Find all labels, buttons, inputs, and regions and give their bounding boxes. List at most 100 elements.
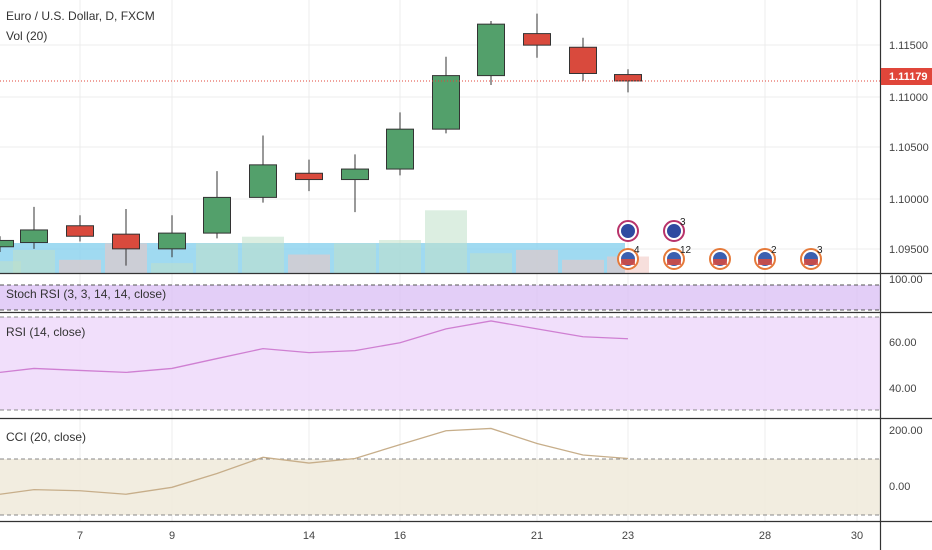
candle-body	[158, 232, 186, 250]
us-flag-event-icon[interactable]: 2	[754, 245, 777, 270]
us-flag-event-icon[interactable]	[709, 248, 731, 270]
rsi-tick-label: 60.00	[889, 337, 917, 349]
eu-flag-event-icon[interactable]: 3	[663, 217, 686, 242]
rsi-band	[0, 317, 880, 410]
cci-tick-label: 200.00	[889, 425, 923, 437]
us-flag-event-icon[interactable]: 12	[663, 245, 692, 270]
price-tick-label: 1.09500	[889, 244, 929, 256]
event-count: 4	[634, 245, 640, 256]
event-count: 3	[680, 217, 686, 228]
event-badge-stripe	[667, 259, 681, 265]
current-price-badge	[881, 68, 932, 85]
event-badge-stripe	[758, 259, 772, 265]
candle-body	[432, 75, 460, 130]
candle-body	[523, 33, 551, 46]
candle[interactable]	[112, 208, 140, 266]
time-tick-label: 14	[303, 530, 315, 542]
volume-bar	[151, 263, 193, 273]
cci-band	[0, 459, 880, 515]
volume-bar	[562, 259, 604, 273]
candle[interactable]	[295, 159, 323, 192]
candle-body	[614, 74, 642, 82]
time-tick-label: 7	[77, 530, 83, 542]
time-tick-label: 30	[851, 530, 863, 542]
price-tick-label: 1.11000	[889, 92, 928, 104]
candle-body	[203, 196, 231, 234]
volume-label: Vol (20)	[6, 29, 47, 43]
candle[interactable]	[249, 135, 277, 203]
us-flag-event-icon[interactable]: 3	[800, 245, 823, 270]
volume-series	[0, 210, 649, 273]
stoch-rsi-band	[0, 285, 880, 310]
eu-flag-event-icon[interactable]	[617, 220, 639, 242]
candle-body	[112, 233, 140, 250]
event-badge-core	[667, 224, 681, 238]
indicator-lines	[0, 320, 629, 495]
candle[interactable]	[341, 154, 369, 213]
current-price-value: 1.11179	[889, 71, 928, 83]
volume-bar	[334, 243, 376, 273]
rsi-line	[0, 320, 629, 374]
cci-tick-label: 0.00	[889, 481, 910, 493]
event-count: 2	[771, 245, 777, 256]
candle[interactable]	[432, 56, 460, 134]
candle[interactable]	[158, 215, 186, 258]
cci-line	[0, 427, 629, 495]
stoch-tick-label: 100.00	[889, 274, 923, 286]
indicator-axes[interactable]: 100.00 60.00 40.00 200.00 0.00	[889, 274, 923, 493]
event-count: 3	[817, 245, 823, 256]
candle[interactable]	[66, 215, 94, 242]
rsi-tick-label: 40.00	[889, 383, 917, 395]
candlestick-series[interactable]	[0, 13, 642, 266]
event-badge-core	[621, 224, 635, 238]
time-axis[interactable]: 7 9 14 16 21 23 28 30	[77, 530, 863, 542]
candle-body	[386, 128, 414, 170]
volume-bar	[470, 253, 512, 273]
event-badge-stripe	[804, 259, 818, 265]
time-tick-label: 21	[531, 530, 543, 542]
candle-body	[477, 23, 505, 77]
indicator-pane-fills	[0, 284, 880, 516]
volume-bar	[288, 254, 330, 273]
volume-bar	[379, 240, 421, 273]
candle-body	[249, 164, 277, 198]
candle-body	[569, 46, 597, 74]
candle-body	[20, 229, 48, 244]
event-badge-stripe	[621, 259, 635, 265]
candle[interactable]	[203, 171, 231, 239]
candle[interactable]	[523, 13, 551, 58]
time-tick-label: 28	[759, 530, 771, 542]
volume-bar	[242, 236, 284, 273]
time-tick-label: 9	[169, 530, 175, 542]
us-flag-event-icon[interactable]: 4	[617, 245, 640, 270]
price-tick-label: 1.10000	[889, 194, 929, 206]
event-badge-stripe	[713, 259, 727, 265]
volume-bar	[59, 259, 101, 273]
cci-label: CCI (20, close)	[6, 430, 86, 444]
price-tick-label: 1.10500	[889, 142, 929, 154]
price-axis[interactable]: 1.11500 1.11000 1.10500 1.10000 1.09500 …	[881, 40, 932, 256]
economic-events[interactable]: 3 4 12 2 3	[617, 217, 823, 270]
candle-body	[0, 239, 14, 248]
rsi-label: RSI (14, close)	[6, 325, 85, 339]
candle[interactable]	[569, 37, 597, 81]
volume-bar	[196, 243, 238, 273]
stoch-rsi-label: Stoch RSI (3, 3, 14, 14, close)	[6, 287, 166, 301]
volume-bar	[13, 249, 55, 273]
volume-bar	[0, 261, 21, 273]
candle[interactable]	[477, 21, 505, 86]
volume-bar	[425, 210, 467, 273]
price-tick-label: 1.11500	[889, 40, 928, 52]
candle[interactable]	[614, 69, 642, 93]
candle[interactable]	[0, 236, 14, 252]
time-tick-label: 16	[394, 530, 406, 542]
candle-body	[341, 168, 369, 181]
candle[interactable]	[386, 112, 414, 176]
candle-body	[295, 172, 323, 181]
candle[interactable]	[20, 206, 48, 249]
symbol-title: Euro / U.S. Dollar, D, FXCM	[6, 9, 155, 23]
volume-bar	[516, 249, 558, 273]
